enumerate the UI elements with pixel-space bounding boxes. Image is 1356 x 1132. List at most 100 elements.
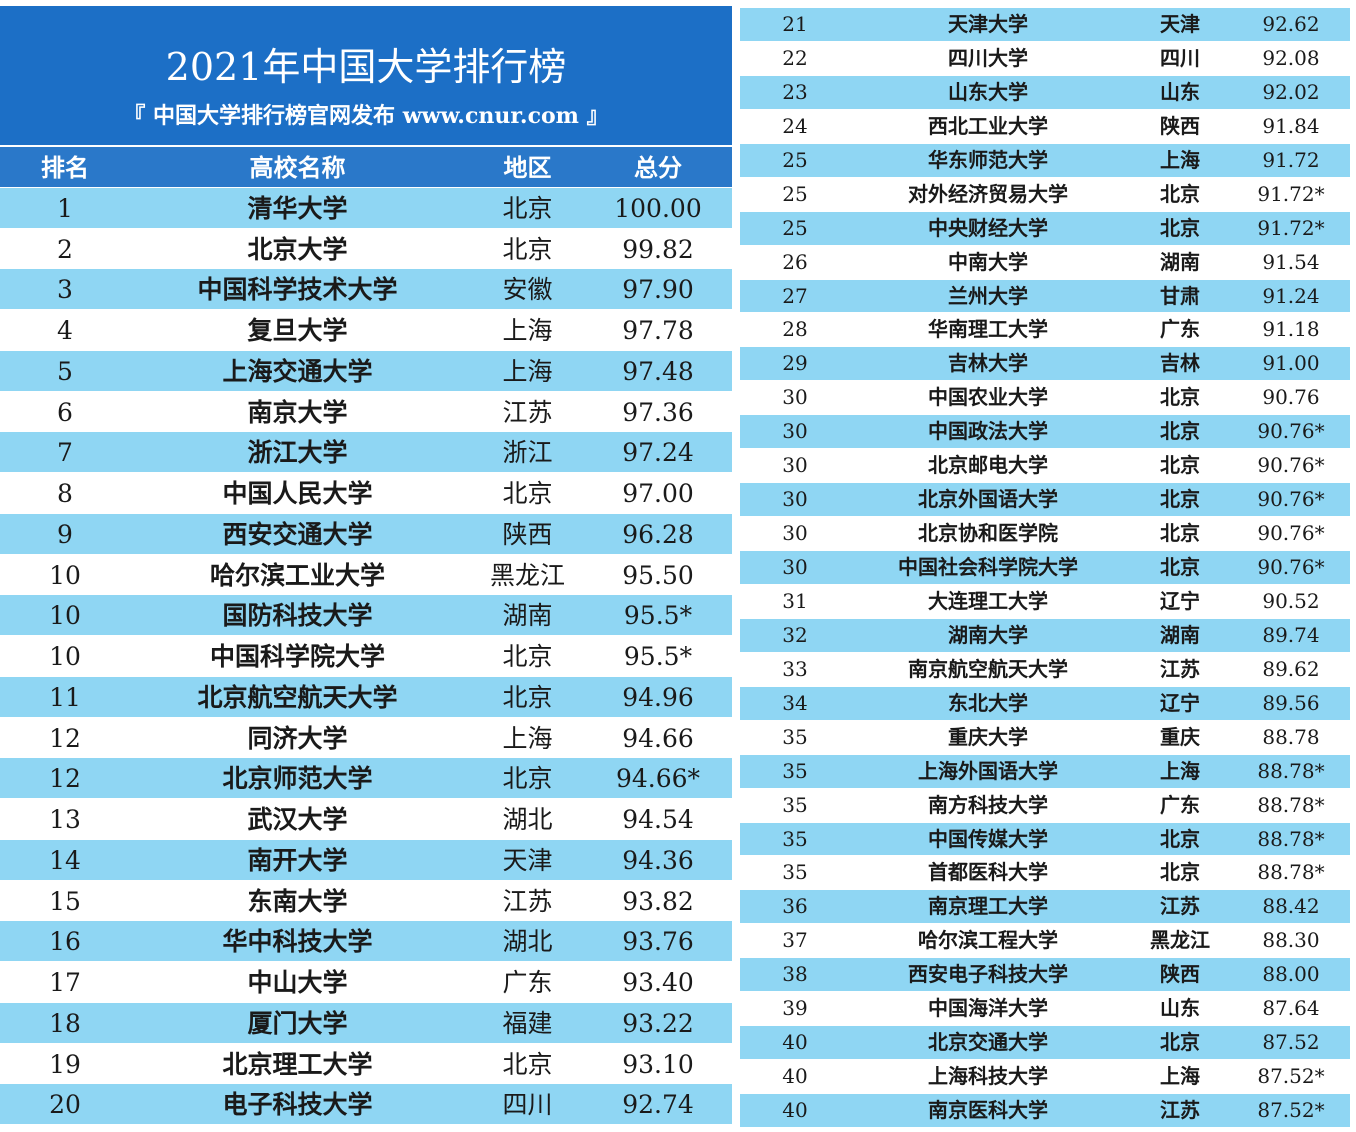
table-cell: 91.72*	[1257, 181, 1325, 206]
table-row	[740, 41, 1350, 75]
table-cell: 32	[782, 622, 808, 647]
table-row	[0, 839, 732, 880]
table-row	[740, 890, 1350, 924]
table-cell: 94.36	[622, 845, 694, 875]
table-cell: 21	[782, 12, 808, 36]
table-cell: 93.82	[622, 886, 694, 916]
table-cell: 97.48	[622, 356, 694, 386]
table-cell: 12	[49, 764, 81, 794]
table-row	[740, 109, 1350, 143]
table-row	[0, 595, 732, 636]
table-cell: 四川	[502, 1090, 553, 1120]
table-cell: 北京	[502, 764, 553, 794]
table-cell: 厦门大学	[247, 1008, 348, 1038]
table-cell: 88.78*	[1257, 826, 1325, 851]
table-cell: 35	[782, 826, 808, 851]
table-row	[740, 856, 1350, 890]
table-cell: 上海科技大学	[928, 1064, 1048, 1089]
table-cell: 90.76*	[1257, 453, 1325, 478]
table-cell: 江苏	[1160, 656, 1200, 681]
table-cell: 93.76	[622, 927, 694, 957]
table-cell: 江苏	[502, 397, 553, 427]
table-cell: 94.96	[622, 682, 694, 712]
table-cell: 北京航空航天大学	[197, 682, 398, 712]
table-row	[0, 1002, 732, 1043]
table-cell: 91.84	[1262, 113, 1320, 138]
table-cell: 30	[782, 555, 808, 580]
table-cell: 湖南	[1160, 622, 1200, 647]
table-cell: 北京	[502, 479, 553, 509]
table-cell: 北京外国语大学	[918, 487, 1058, 512]
table-cell: 中南大学	[948, 249, 1028, 274]
table-cell: 西北工业大学	[928, 113, 1048, 138]
table-cell: 上海	[502, 356, 553, 386]
table-cell: 南京大学	[247, 397, 348, 427]
table-cell: 中国政法大学	[928, 419, 1048, 444]
table-row	[740, 686, 1350, 720]
table-cell: 40	[782, 1030, 808, 1055]
table-row	[0, 717, 732, 758]
table-cell: 92.74	[622, 1090, 694, 1120]
table-cell: 30	[782, 487, 808, 512]
table-cell: 中国人民大学	[222, 479, 373, 509]
table-cell: 13	[49, 805, 81, 835]
table-row	[740, 211, 1350, 245]
table-cell: 97.24	[622, 438, 694, 468]
table-cell: 31	[782, 588, 808, 613]
table-cell: 安徽	[502, 275, 553, 305]
table-cell: 南开大学	[247, 845, 348, 875]
table-cell: 中国农业大学	[928, 385, 1048, 410]
table-cell: 上海	[502, 316, 553, 346]
table-row	[0, 962, 732, 1002]
table-cell: 辽宁	[1160, 588, 1200, 613]
table-cell: 17	[49, 968, 81, 998]
table-cell: 山东大学	[948, 79, 1028, 104]
table-cell: 91.54	[1262, 249, 1320, 274]
table-cell: 东北大学	[948, 690, 1028, 715]
table-cell: 陕西	[1160, 113, 1200, 138]
table-cell: 37	[782, 928, 808, 953]
table-cell: 中国传媒大学	[928, 826, 1048, 851]
table-cell: 北京	[502, 682, 553, 712]
table-cell: 88.00	[1262, 962, 1320, 987]
table-cell: 26	[782, 249, 808, 274]
table-cell: 北京协和医学院	[918, 521, 1058, 546]
table-row	[740, 1026, 1350, 1060]
table-cell: 93.10	[622, 1049, 694, 1079]
table-cell: 西安交通大学	[222, 519, 373, 549]
table-row	[740, 143, 1350, 177]
table-cell: 2	[57, 234, 73, 264]
table-cell: 15	[49, 886, 81, 916]
table-cell: 广东	[1160, 792, 1200, 817]
table-cell: 7	[57, 438, 73, 468]
table-row	[0, 1084, 732, 1124]
table-cell: 南京航空航天大学	[908, 656, 1068, 681]
column-header-row	[0, 147, 732, 187]
table-cell: 5	[57, 356, 73, 386]
table-cell: 88.78*	[1257, 860, 1325, 885]
table-cell: 上海	[1160, 1064, 1200, 1089]
table-cell: 3	[57, 275, 73, 305]
table-row	[740, 279, 1350, 313]
table-cell: 87.52*	[1257, 1098, 1325, 1123]
table-cell: 91.18	[1262, 317, 1320, 342]
table-cell: 南京医科大学	[928, 1098, 1048, 1123]
table-cell: 福建	[502, 1008, 553, 1038]
table-cell: 江苏	[1160, 1098, 1200, 1123]
table-row	[0, 513, 732, 554]
table-cell: 北京	[1160, 521, 1200, 546]
table-cell: 16	[49, 927, 81, 957]
table-cell: 8	[57, 479, 73, 509]
table-cell: 93.40	[622, 968, 694, 998]
table-cell: 87.52*	[1257, 1064, 1325, 1089]
table-cell: 35	[782, 758, 808, 783]
table-row	[0, 554, 732, 595]
table-cell: 哈尔滨工业大学	[209, 560, 385, 590]
table-cell: 90.76*	[1257, 419, 1325, 444]
table-cell: 35	[782, 792, 808, 817]
table-row	[0, 391, 732, 432]
table-row	[740, 924, 1350, 958]
table-cell: 90.76	[1262, 385, 1320, 410]
table-row	[0, 188, 732, 228]
